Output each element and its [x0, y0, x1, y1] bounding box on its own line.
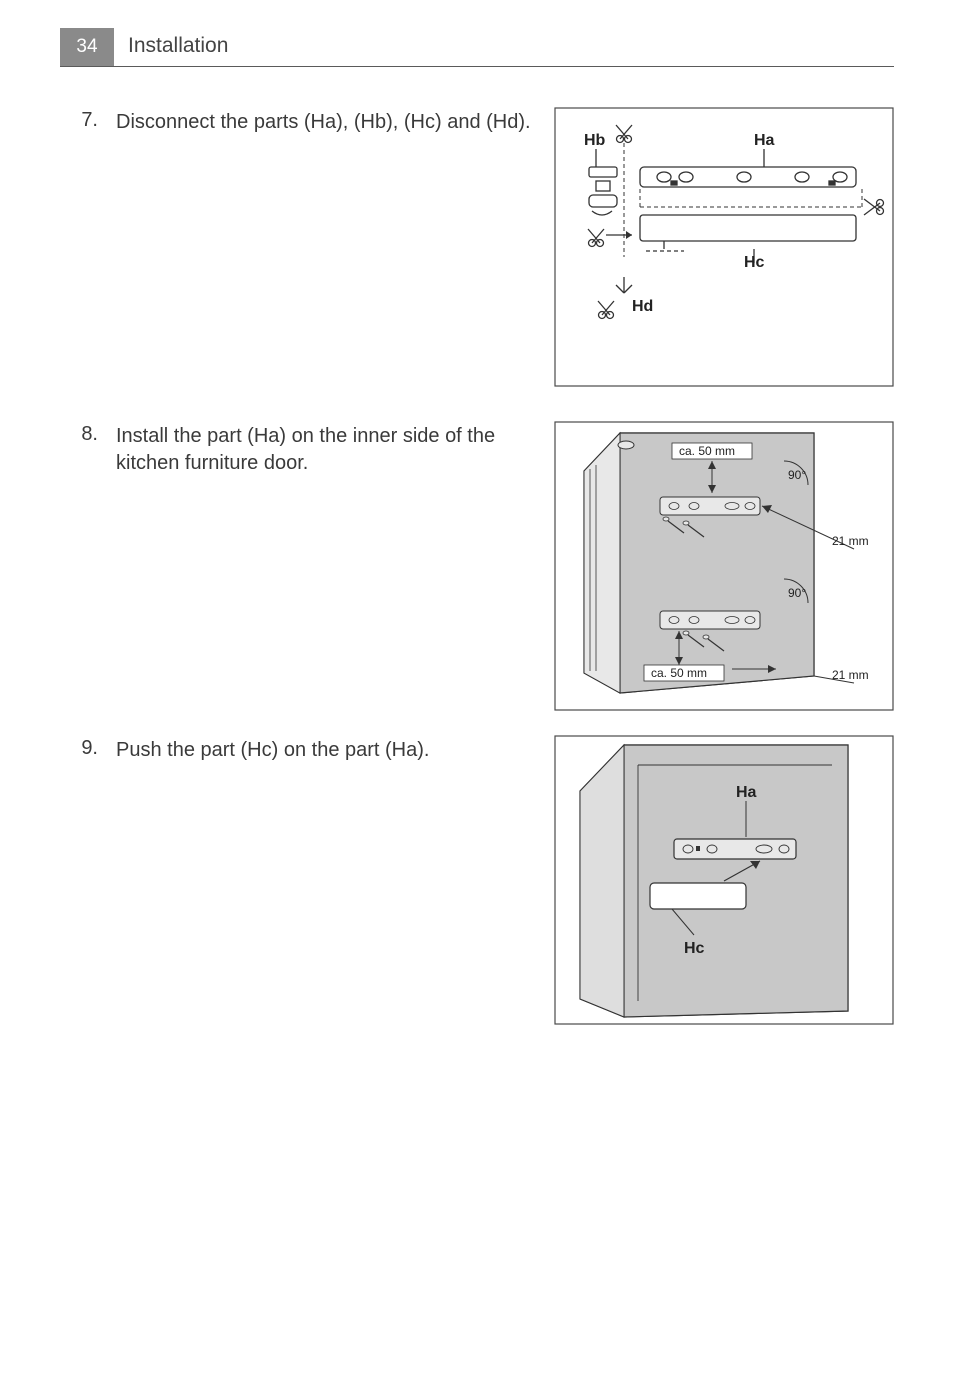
- label-hc: Hc: [744, 254, 765, 271]
- step-text: Disconnect the parts (Ha), (Hb), (Hc) an…: [116, 107, 554, 136]
- label-21-top: 21 mm: [832, 534, 869, 548]
- label-ca50-bottom: ca. 50 mm: [651, 666, 707, 680]
- figure-9-svg: Ha Hc: [554, 735, 894, 1025]
- figure-7-svg: Hb Ha Hc Hd: [554, 107, 894, 387]
- label-hc-9: Hc: [684, 940, 705, 957]
- step-number: 8.: [60, 421, 116, 446]
- label-90-top: 90°: [788, 468, 806, 482]
- content-area: 7. Disconnect the parts (Ha), (Hb), (Hc)…: [0, 67, 954, 1025]
- page-number-box: 34: [60, 28, 114, 66]
- step-7: 7. Disconnect the parts (Ha), (Hb), (Hc)…: [60, 107, 894, 397]
- step-number: 9.: [60, 735, 116, 760]
- page-header: 34 Installation: [60, 28, 894, 67]
- step-8-figure: ca. 50 mm 90°: [554, 421, 894, 711]
- step-text: Install the part (Ha) on the inner side …: [116, 421, 554, 477]
- step-7-figure: Hb Ha Hc Hd: [554, 107, 894, 387]
- label-90-bottom: 90°: [788, 586, 806, 600]
- step-8: 8. Install the part (Ha) on the inner si…: [60, 421, 894, 711]
- step-text: Push the part (Hc) on the part (Ha).: [116, 735, 554, 764]
- step-number: 7.: [60, 107, 116, 132]
- label-ca50-top: ca. 50 mm: [679, 444, 735, 458]
- page-number: 34: [76, 36, 97, 58]
- label-hd: Hd: [632, 298, 653, 315]
- figure-8-svg: ca. 50 mm 90°: [554, 421, 894, 711]
- label-ha: Ha: [754, 132, 775, 149]
- step-9-figure: Ha Hc: [554, 735, 894, 1025]
- section-title: Installation: [114, 28, 242, 66]
- label-hb: Hb: [584, 132, 606, 149]
- label-ha-9: Ha: [736, 784, 757, 801]
- step-9: 9. Push the part (Hc) on the part (Ha).: [60, 735, 894, 1025]
- label-21-bottom: 21 mm: [832, 668, 869, 682]
